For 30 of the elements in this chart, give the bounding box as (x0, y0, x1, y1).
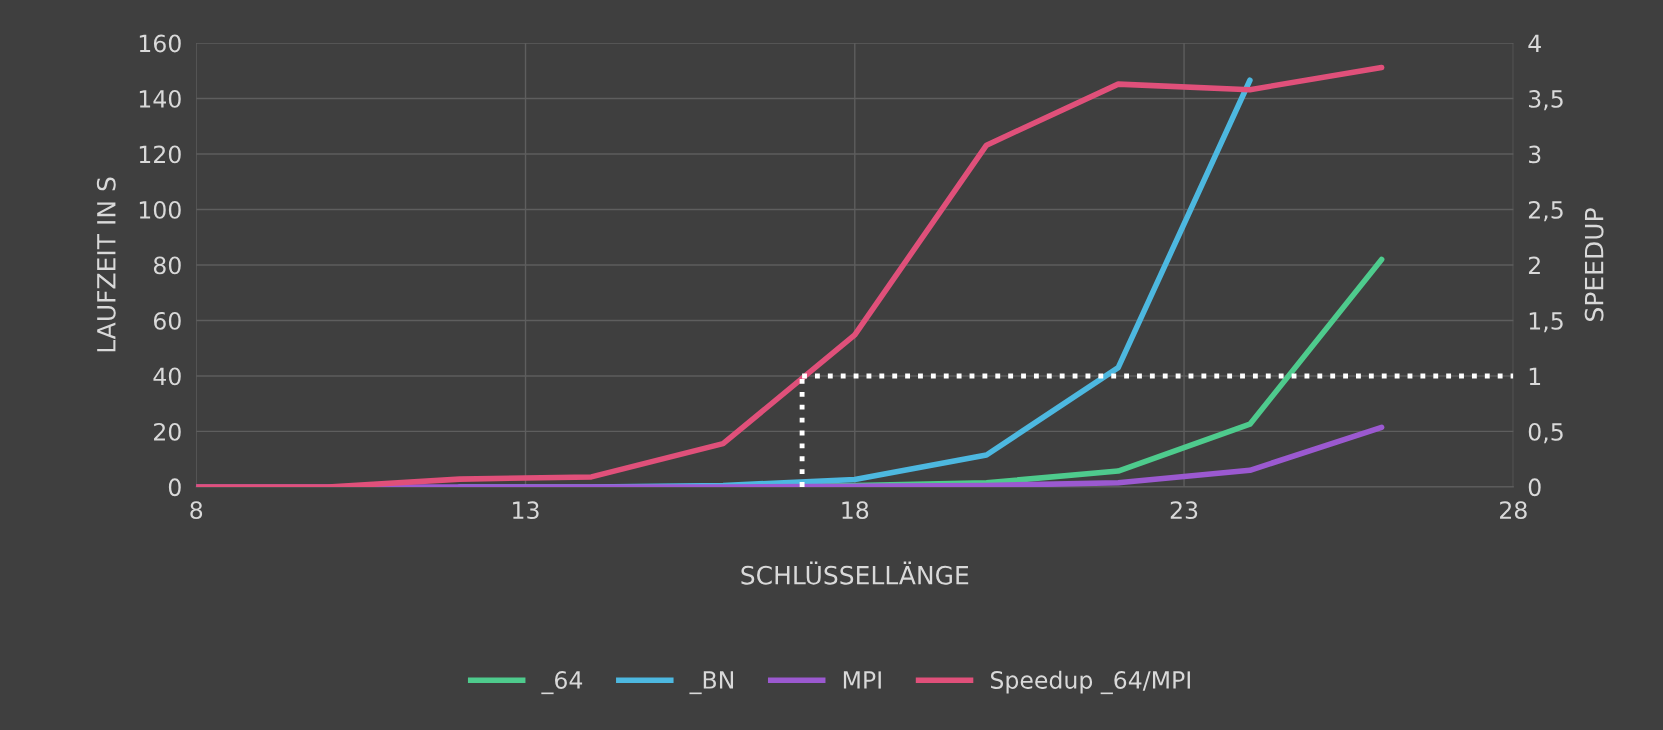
y2-tick-label: 4 (1528, 34, 1541, 53)
y2-tick-label: 1 (1529, 367, 1541, 385)
y2-tick-label: 2 (1528, 256, 1540, 274)
y2-tick-label: 2,5 (1528, 200, 1563, 222)
x-tick-label: 18 (842, 501, 869, 520)
x-axis-title: SCHLÜSSELLÄNGE (741, 561, 969, 585)
y-tick-label: 0 (168, 478, 181, 497)
x-tick-label: 8 (190, 501, 203, 520)
y2-axis-title: SPEEDUP (1584, 208, 1604, 321)
y-tick-label: 160 (139, 34, 181, 53)
y-tick-label: 20 (154, 422, 181, 441)
x-tick-label: 28 (1500, 501, 1527, 520)
y2-tick-label: 3 (1529, 145, 1541, 164)
y2-tick-label: 0 (1528, 478, 1541, 497)
y-tick-label: 80 (153, 256, 181, 275)
legend-label: _BN (689, 671, 734, 695)
legend-label: MPI (843, 671, 881, 689)
y-axis-title: LAUFZEIT IN S (96, 177, 116, 352)
legend-label: Speedup _64/MPI (990, 670, 1190, 695)
y-tick-label: 60 (153, 311, 181, 330)
y2-tick-label: 3,5 (1529, 90, 1563, 111)
y-tick-label: 40 (153, 367, 181, 386)
y-tick-label: 140 (139, 90, 181, 108)
y2-tick-label: 0,5 (1528, 422, 1563, 444)
y-tick-label: 100 (139, 200, 181, 219)
y2-tick-label: 1,5 (1529, 312, 1563, 333)
legend-label: _64 (541, 671, 583, 695)
x-tick-label: 13 (513, 501, 539, 520)
x-tick-label: 23 (1170, 501, 1198, 520)
y-tick-label: 120 (139, 145, 181, 164)
